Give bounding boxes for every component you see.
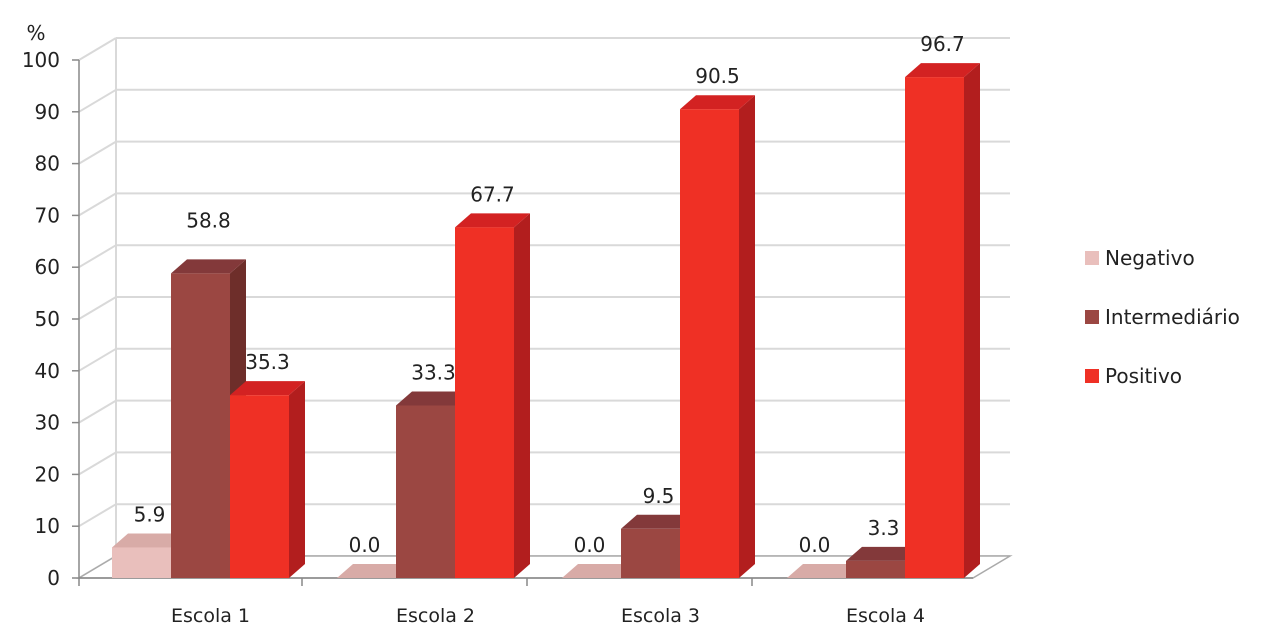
x-tick-label: Escola 2 xyxy=(396,605,475,627)
data-label: 0.0 xyxy=(799,533,831,557)
data-label: 35.3 xyxy=(245,350,290,374)
bars xyxy=(112,63,980,579)
y-tick-label: 60 xyxy=(35,255,60,279)
x-tick-label: Escola 1 xyxy=(171,605,250,627)
y-tick-label: 30 xyxy=(35,411,60,435)
y-tick-label: 10 xyxy=(35,514,60,538)
legend-swatch xyxy=(1085,310,1099,324)
bar-top xyxy=(787,564,862,578)
data-label: 58.8 xyxy=(186,208,231,232)
bar-front xyxy=(230,395,289,578)
bar-front xyxy=(680,109,739,579)
gridline-diagonal-70 xyxy=(78,192,117,217)
legend-swatch xyxy=(1085,251,1099,265)
gridline-diagonal-40 xyxy=(78,347,117,372)
legend-label: Positivo xyxy=(1105,364,1183,388)
y-tick-label: 50 xyxy=(35,307,60,331)
bar-front xyxy=(455,227,514,578)
bar-front xyxy=(846,560,905,578)
bar-front xyxy=(905,77,964,579)
y-tick-label: 20 xyxy=(35,462,60,486)
bar-top xyxy=(396,391,471,406)
gridline-diagonal-10 xyxy=(78,503,117,528)
y-tick-label: 0 xyxy=(47,566,60,590)
data-label: 90.5 xyxy=(695,64,740,88)
bar-top xyxy=(846,546,921,561)
bar-top xyxy=(171,259,246,274)
bar-top xyxy=(905,63,980,78)
y-tick-label: 80 xyxy=(35,152,60,176)
bar-3-0 xyxy=(787,564,862,578)
bar-top xyxy=(562,564,637,578)
legend-label: Negativo xyxy=(1105,246,1195,270)
legend-label: Intermediário xyxy=(1105,305,1240,329)
bar-top xyxy=(230,381,305,396)
x-tick-label: Escola 4 xyxy=(846,605,925,627)
data-label: 0.0 xyxy=(574,533,606,557)
gridline-diagonal-20 xyxy=(78,451,117,476)
bar-1-2 xyxy=(455,213,530,578)
y-tick-label: 70 xyxy=(35,203,60,227)
bar-front xyxy=(112,547,171,578)
bar-front xyxy=(621,528,680,578)
gridlines xyxy=(76,37,1013,579)
bar-top xyxy=(455,213,530,228)
gridline-diagonal-90 xyxy=(78,88,117,113)
data-label: 3.3 xyxy=(868,516,900,540)
data-label: 33.3 xyxy=(411,361,456,385)
bar-top xyxy=(337,564,412,578)
x-tick-label: Escola 3 xyxy=(621,605,700,627)
gridline-diagonal-30 xyxy=(78,399,117,424)
value-labels: 5.9 58.8 35.3 0.0 33.3 67.7 0.0 9.5 90.5 0.0 3.3 96… xyxy=(134,32,965,557)
bar-front xyxy=(396,405,455,578)
data-label: 67.7 xyxy=(470,182,515,206)
y-tick-label: 90 xyxy=(35,100,60,124)
bar-side xyxy=(514,213,530,578)
legend: Negativo Intermediário Positivo xyxy=(1085,246,1265,425)
legend-item: Negativo xyxy=(1085,246,1265,270)
bar-top xyxy=(680,95,755,110)
bar-top xyxy=(112,533,187,548)
y-axis-label: % xyxy=(26,21,45,45)
gridline-diagonal-50 xyxy=(78,296,117,320)
gridline-diagonal-80 xyxy=(78,140,117,165)
bar-3-2 xyxy=(905,63,980,579)
bar-side xyxy=(739,95,755,579)
bar-2-2 xyxy=(680,95,755,579)
bar-0-2 xyxy=(230,381,305,578)
data-label: 9.5 xyxy=(643,484,675,508)
bar-top xyxy=(621,514,696,529)
bar-side xyxy=(964,63,980,579)
bar-front xyxy=(171,273,230,578)
bar-side xyxy=(289,381,305,578)
bar-2-0 xyxy=(562,564,637,578)
legend-item: Positivo xyxy=(1085,364,1265,388)
gridline-diagonal-100 xyxy=(78,37,117,61)
gridline-diagonal-60 xyxy=(78,244,117,269)
data-label: 5.9 xyxy=(134,502,166,526)
legend-item: Intermediário xyxy=(1085,305,1265,329)
bar-1-0 xyxy=(337,564,412,578)
legend-swatch xyxy=(1085,369,1099,383)
y-tick-label: 40 xyxy=(35,359,60,383)
y-tick-label: 100 xyxy=(22,48,60,72)
data-label: 0.0 xyxy=(349,533,381,557)
data-label: 96.7 xyxy=(920,32,965,56)
